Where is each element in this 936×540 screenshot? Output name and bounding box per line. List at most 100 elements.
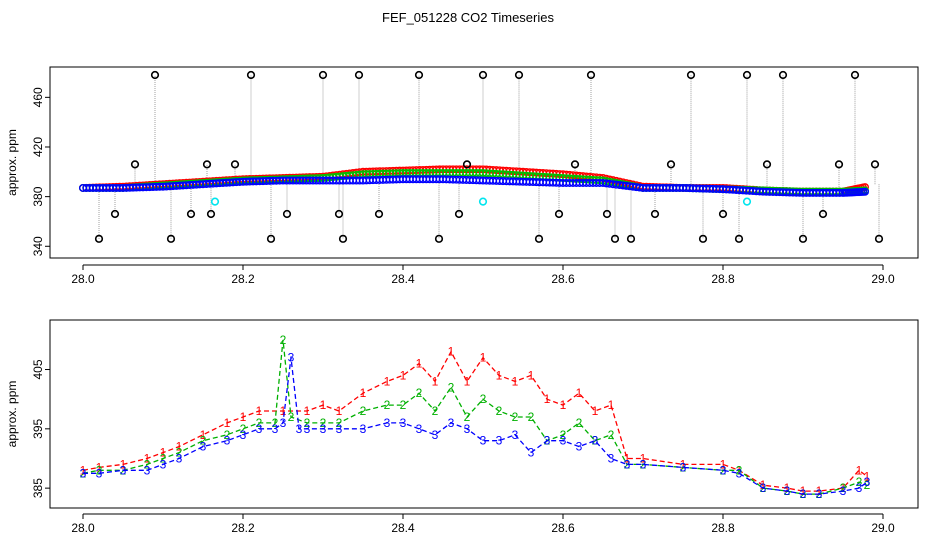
series-point-label: 1 [816,484,823,498]
series-point-label: 1 [528,368,535,382]
data-point [166,234,176,243]
series-point-label: 3 [400,416,407,430]
series-point-label: 3 [816,487,823,501]
series-point-label: 3 [784,484,791,498]
series-point-label: 3 [496,434,503,448]
series-point-label: 2 [592,434,599,448]
chart-title: FEF_051228 CO2 Timeseries [382,10,554,25]
data-point [334,209,344,219]
data-point [478,197,488,206]
series-point-label: 3 [384,416,391,430]
data-point [318,70,328,80]
x-tick-label: 28.6 [551,272,575,286]
series-point-label: 3 [856,481,863,495]
data-point [150,70,160,80]
x-tick-label: 28.4 [391,521,415,535]
series-point-label: 3 [640,457,647,471]
series-point-label: 3 [280,416,287,430]
series-point-label: 2 [720,463,727,477]
series-point-label: 2 [496,404,503,418]
series-point-label: 1 [400,368,407,382]
data-point [798,234,808,243]
data-point [210,197,220,206]
series-point-label: 2 [288,410,295,424]
series-point-label: 2 [480,392,487,406]
series-point-label: 3 [608,451,615,465]
series-point-label: 1 [320,398,327,412]
data-point [206,209,216,219]
data-point [870,160,880,169]
series-point-label: 1 [800,484,807,498]
series-point-label: 1 [432,374,439,388]
y-tick-label: 380 [31,186,45,206]
data-point [110,209,120,219]
series-line [82,350,868,492]
data-point [246,70,256,80]
series-point-label: 2 [304,416,311,430]
series-point-label: 3 [160,457,167,471]
x-tick-label: 28.4 [391,272,415,286]
plot-frame [49,319,919,509]
series-point-label: 3 [736,466,743,480]
series-point-label: 3 [840,484,847,498]
top-panel: 28.0 28.2 28.4 28.6 28.8 29.0 340 380 420 460 appr… [5,66,919,286]
data-point [718,209,728,219]
series-point-label: 3 [800,487,807,501]
series-point-label: 1 [784,481,791,495]
data-point [570,160,580,169]
series-point-label: 2 [640,457,647,471]
data-point [834,160,844,169]
series-point-label: 3 [448,416,455,430]
series-point-label: 2 [840,481,847,495]
series-point-label: 3 [528,446,535,460]
data-point [666,160,676,169]
series-point-label: 3 [336,422,343,436]
data-point [414,70,424,80]
series-point-label: 2 [608,428,615,442]
plot-frame [49,66,919,259]
data-point [434,234,444,243]
x-tick-label: 28.2 [231,272,255,286]
data-point [94,234,104,243]
data-point [586,70,596,80]
x-tick-label: 28.8 [711,272,735,286]
series-point-label: 3 [592,434,599,448]
series-point-label: 3 [240,428,247,442]
series-point-label: 2 [400,398,407,412]
series-point-label: 2 [416,386,423,400]
x-tick-label: 28.8 [711,521,735,535]
series-point-label: 2 [512,410,519,424]
series-point-label: 1 [592,404,599,418]
series-point-label: 2 [384,398,391,412]
series-point-label: 2 [176,446,183,460]
series-point-label: 1 [856,463,863,477]
series-point-label: 2 [336,416,343,430]
data-point [626,234,636,243]
data-point [778,70,788,80]
series-point-label: 3 [360,422,367,436]
series-point-label: 3 [560,434,567,448]
y-tick-label: 340 [31,236,45,256]
data-point [514,70,524,80]
series-point-label: 1 [760,478,767,492]
series-point-label: 3 [416,422,423,436]
series-point-label: 3 [256,422,263,436]
series-point-label: 1 [360,386,367,400]
series-point-label: 2 [864,478,871,492]
data-point [230,160,240,169]
series-point-label: 3 [272,422,279,436]
data-point [861,187,870,196]
series-point-label: 3 [80,466,87,480]
series-point-label: 3 [432,428,439,442]
y-tick-label: 420 [31,137,45,157]
series-point-label: 1 [544,392,551,406]
data-point [874,234,884,243]
series-point-label: 3 [320,422,327,436]
data-point [686,70,696,80]
x-tick-label: 28.0 [71,272,95,286]
series-point-label: 3 [176,451,183,465]
series-point-label: 3 [680,460,687,474]
series-point-label: 3 [576,440,583,454]
series-point-label: 1 [384,374,391,388]
series-point-label: 1 [864,469,871,483]
